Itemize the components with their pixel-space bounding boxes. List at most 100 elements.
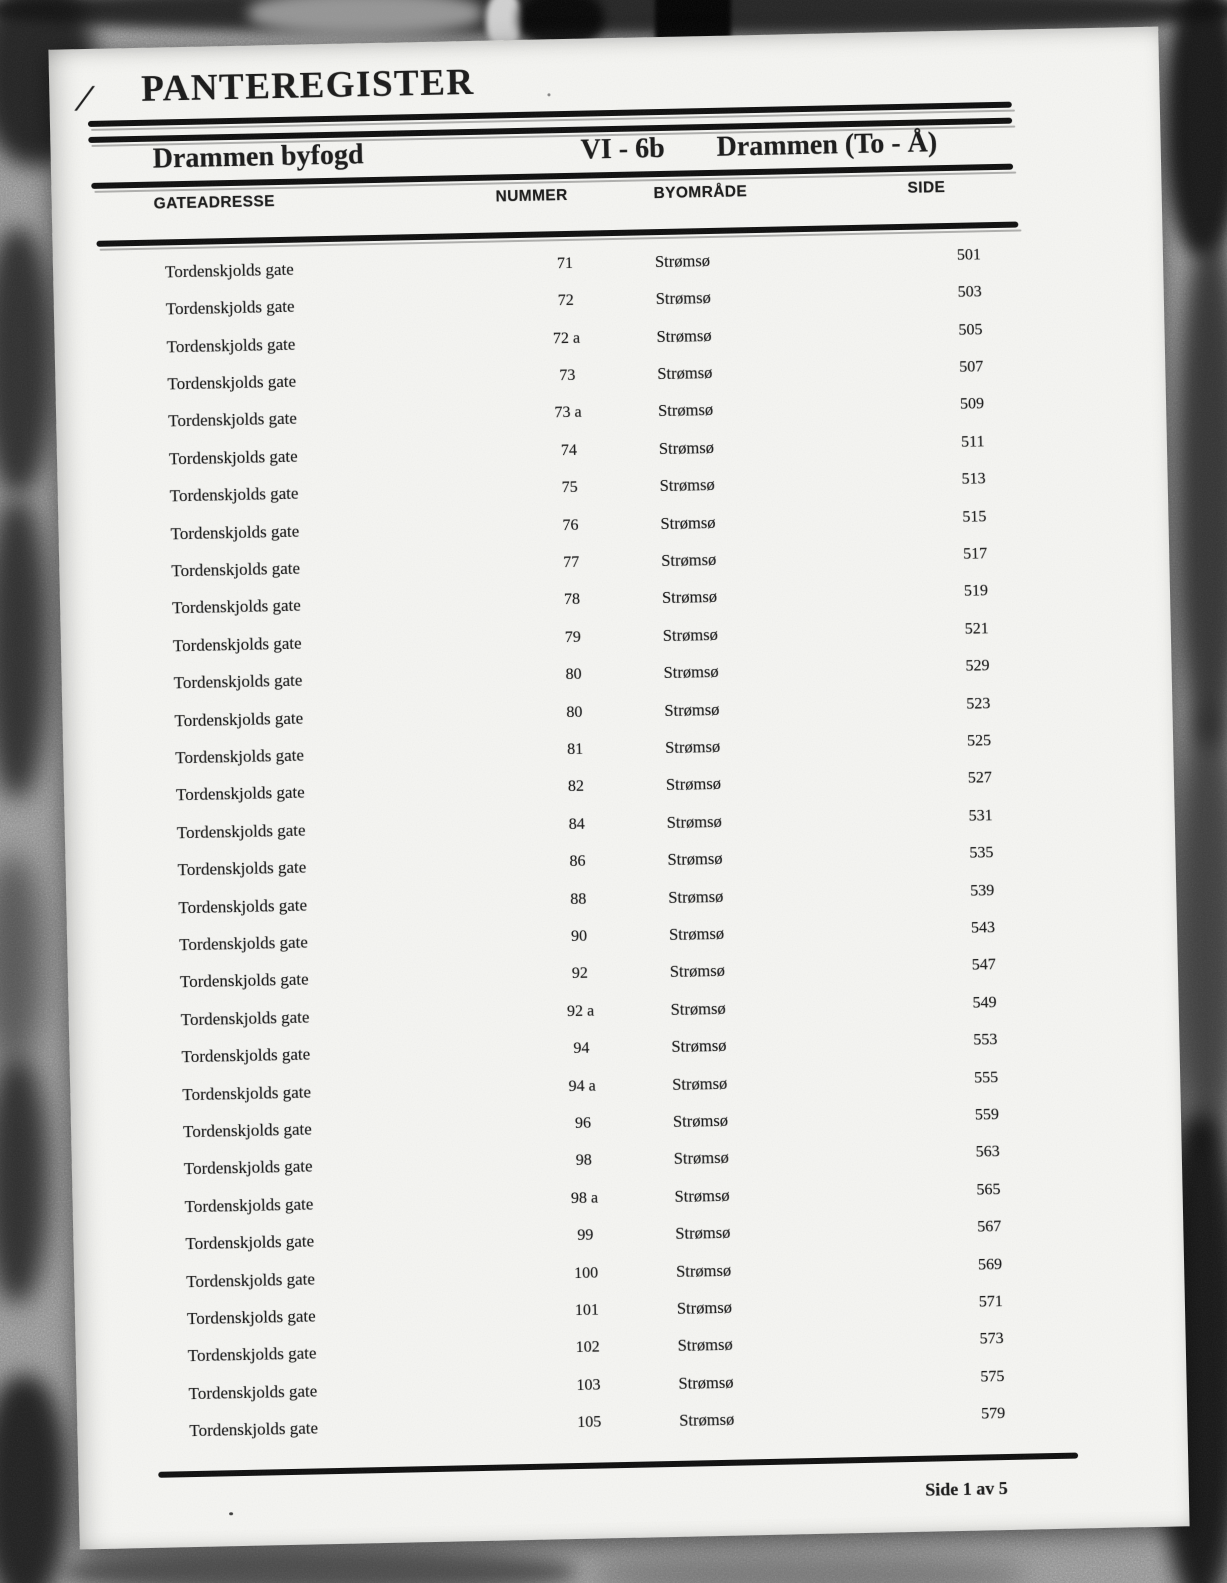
cell-district: Strømsø	[668, 923, 725, 944]
cell-page: 543	[970, 919, 996, 937]
cell-street: Tordenskjolds gate	[175, 745, 305, 768]
cell-page: 521	[964, 619, 989, 638]
cell-street: Tordenskjolds gate	[164, 259, 294, 282]
cell-page: 531	[968, 806, 993, 825]
cell-number: 74	[560, 441, 578, 459]
cell-district: Strømsø	[672, 1073, 728, 1094]
cell-page: 575	[980, 1367, 1005, 1386]
cell-street: Tordenskjolds gate	[184, 1194, 314, 1217]
cell-district: Strømsø	[664, 736, 721, 758]
cell-district: Strømsø	[662, 624, 719, 645]
cell-page: 549	[972, 993, 997, 1012]
cell-street: Tordenskjolds gate	[168, 446, 298, 469]
bottom-rule	[158, 1452, 1079, 1478]
cell-number: 96	[574, 1114, 592, 1133]
cell-page: 567	[977, 1218, 1002, 1236]
cell-street: Tordenskjolds gate	[188, 1381, 318, 1404]
cell-district: Strømsø	[660, 512, 716, 533]
cell-district: Strømsø	[679, 1410, 735, 1431]
register-table-body: Tordenskjolds gate 71 Strømsø 501 Torden…	[53, 232, 1188, 1452]
cell-number: 86	[569, 852, 586, 871]
cell-page: 529	[965, 657, 990, 675]
cell-number: 80	[566, 703, 583, 721]
cell-street: Tordenskjolds gate	[172, 633, 302, 656]
cell-number: 82	[567, 778, 585, 796]
cell-page: 505	[958, 320, 983, 339]
cell-street: Tordenskjolds gate	[185, 1231, 315, 1254]
column-header-nummer: NUMMER	[495, 186, 568, 206]
cell-number: 101	[574, 1301, 600, 1320]
cell-number: 73	[559, 366, 576, 385]
cell-district: Strømsø	[673, 1148, 729, 1169]
cell-number: 80	[565, 665, 582, 684]
cell-district: Strømsø	[670, 998, 726, 1019]
cell-district: Strømsø	[658, 437, 715, 458]
cell-page: 539	[970, 881, 995, 900]
cell-page: 573	[979, 1330, 1004, 1349]
cell-district: Strømsø	[664, 699, 720, 720]
cell-district: Strømsø	[677, 1335, 733, 1356]
cell-district: Strømsø	[655, 288, 711, 309]
dark-blot-left	[0, 498, 48, 798]
cell-page: 563	[975, 1143, 1000, 1162]
cell-number: 98 a	[570, 1189, 599, 1207]
cell-page: 535	[969, 844, 994, 862]
cell-page: 547	[971, 956, 996, 975]
cell-street: Tordenskjolds gate	[169, 483, 299, 506]
cell-page: 513	[961, 470, 986, 488]
cell-street: Tordenskjolds gate	[179, 969, 309, 992]
cell-street: Tordenskjolds gate	[167, 371, 297, 394]
dark-blot-left	[0, 228, 52, 493]
cell-number: 105	[577, 1413, 602, 1432]
cell-page: 511	[960, 433, 985, 451]
cell-street: Tordenskjolds gate	[186, 1306, 316, 1329]
cell-district: Strømsø	[676, 1297, 733, 1318]
cell-number: 88	[570, 890, 587, 908]
cell-district: Strømsø	[672, 1110, 729, 1131]
cell-street: Tordenskjolds gate	[170, 521, 300, 543]
cell-number: 90	[570, 927, 588, 946]
cell-page: 503	[957, 283, 982, 301]
cell-street: Tordenskjolds gate	[178, 932, 309, 955]
cell-district: Strømsø	[661, 587, 718, 608]
cell-number: 100	[573, 1264, 599, 1282]
cell-street: Tordenskjolds gate	[171, 558, 301, 581]
cell-district: Strømsø	[663, 662, 719, 683]
cell-street: Tordenskjolds gate	[166, 334, 296, 356]
cell-page: 517	[963, 545, 988, 563]
cell-number: 94	[573, 1039, 590, 1058]
cell-street: Tordenskjolds gate	[186, 1269, 316, 1291]
column-header-byomrade: BYOMRÅDE	[653, 183, 748, 203]
cell-page: 515	[962, 507, 987, 526]
cell-district: Strømsø	[661, 549, 717, 571]
cell-number: 92	[571, 965, 589, 983]
cell-district: Strømsø	[671, 1036, 727, 1057]
cell-district: Strømsø	[674, 1185, 730, 1206]
cell-street: Tordenskjolds gate	[180, 1007, 310, 1030]
gray-blot-bottom	[595, 1556, 1025, 1583]
cell-street: Tordenskjolds gate	[182, 1119, 312, 1142]
cell-district: Strømsø	[657, 362, 713, 384]
cell-number: 99	[577, 1226, 594, 1245]
cell-number: 81	[567, 740, 584, 759]
cell-district: Strømsø	[656, 325, 712, 346]
cell-district: Strømsø	[678, 1372, 734, 1393]
cell-page: 527	[967, 769, 993, 788]
handwritten-slash-mark: /	[74, 77, 95, 119]
scan-speck	[547, 93, 551, 97]
cell-page: 507	[959, 358, 984, 376]
dark-film-edge-right	[1176, 705, 1227, 1155]
cell-street: Tordenskjolds gate	[174, 708, 304, 730]
cell-street: Tordenskjolds gate	[171, 595, 301, 618]
cell-number: 73 a	[554, 404, 582, 422]
cell-district: Strømsø	[659, 475, 715, 496]
cell-street: Tordenskjolds gate	[182, 1082, 312, 1104]
dark-blot-bottom	[65, 1550, 575, 1583]
cell-page: 525	[966, 732, 992, 750]
cell-number: 98	[575, 1152, 592, 1170]
scan-speck	[229, 1512, 234, 1516]
cell-district: Strømsø	[669, 961, 726, 982]
cell-street: Tordenskjolds gate	[165, 296, 295, 319]
cell-number: 72 a	[552, 329, 581, 347]
